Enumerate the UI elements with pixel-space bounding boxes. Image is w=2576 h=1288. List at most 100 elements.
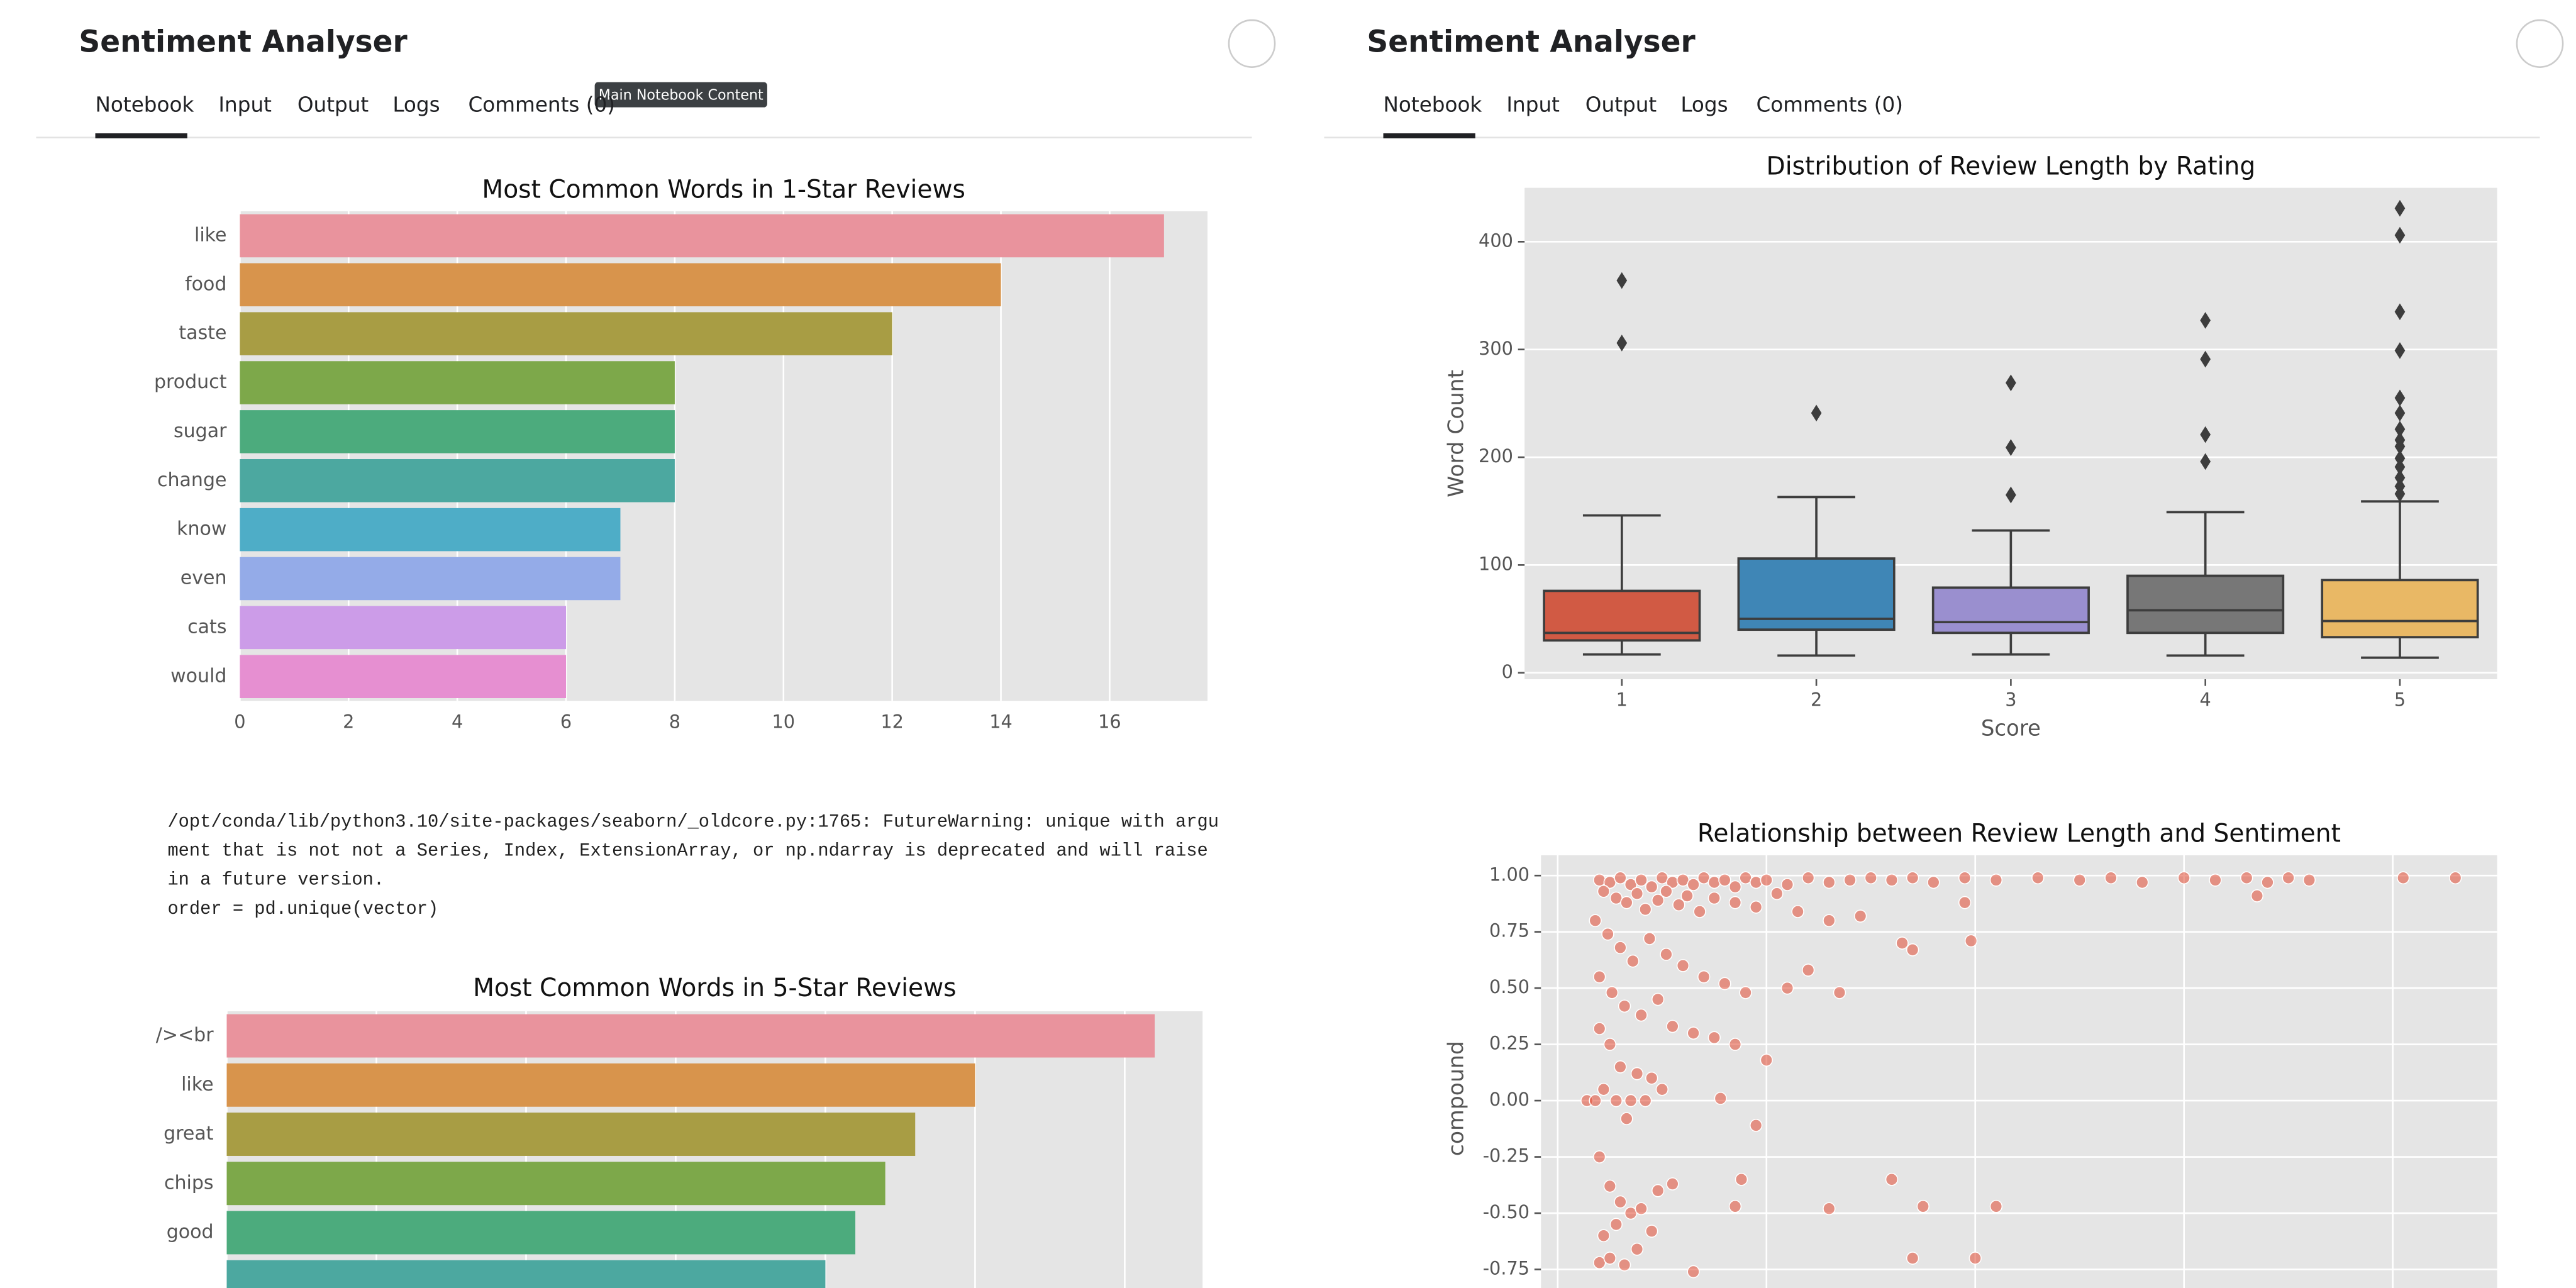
y-tick-label: 0.50 bbox=[1489, 976, 1530, 997]
point bbox=[1885, 873, 1899, 887]
outlier bbox=[1811, 404, 1822, 422]
y-tick-label: 0.00 bbox=[1489, 1089, 1530, 1110]
point bbox=[1635, 873, 1648, 887]
point bbox=[1676, 958, 1690, 972]
x-tick-label: 12 bbox=[880, 711, 904, 732]
tab[interactable]: Comments (0) bbox=[468, 92, 615, 116]
tab[interactable]: Comments (0) bbox=[1756, 92, 1903, 116]
chart: Distribution of Review Length by Rating 0… bbox=[1444, 152, 2497, 741]
point bbox=[1603, 1252, 1617, 1265]
bar bbox=[240, 655, 567, 698]
tab[interactable]: Output bbox=[297, 92, 369, 116]
point bbox=[1680, 889, 1694, 902]
point bbox=[1707, 891, 1721, 905]
point bbox=[1626, 954, 1640, 968]
point bbox=[1906, 871, 1919, 885]
point bbox=[2073, 873, 2086, 887]
bar bbox=[226, 1260, 826, 1288]
category-label: product bbox=[154, 371, 227, 393]
bar bbox=[226, 1211, 856, 1255]
x-tick-label: 4 bbox=[452, 711, 463, 732]
x-tick-label: 8 bbox=[669, 711, 680, 732]
point bbox=[1823, 875, 1836, 889]
point bbox=[1630, 1067, 1644, 1080]
point bbox=[1639, 902, 1652, 916]
panel-title: Sentiment Analyser bbox=[79, 25, 408, 60]
point bbox=[1651, 1184, 1665, 1197]
tab[interactable]: Input bbox=[1506, 92, 1560, 116]
category-label: great bbox=[164, 1123, 214, 1145]
tab[interactable]: Input bbox=[218, 92, 272, 116]
tab[interactable]: Logs bbox=[1680, 92, 1728, 116]
point bbox=[1635, 1008, 1648, 1022]
outlier bbox=[2200, 453, 2211, 470]
category-label: like bbox=[181, 1074, 213, 1096]
point bbox=[1896, 936, 1909, 950]
point bbox=[1687, 1265, 1700, 1279]
bar bbox=[240, 263, 1001, 307]
menu-button[interactable] bbox=[2516, 19, 2564, 68]
point bbox=[1630, 1242, 1644, 1256]
point bbox=[1707, 1031, 1721, 1045]
x-tick-label: 0 bbox=[234, 711, 245, 732]
plot-area bbox=[1541, 855, 2497, 1288]
point bbox=[2209, 873, 2222, 887]
point bbox=[1916, 1199, 1929, 1213]
point bbox=[1718, 873, 1731, 887]
tab[interactable]: Logs bbox=[392, 92, 440, 116]
point bbox=[1618, 1258, 1631, 1272]
point bbox=[1728, 896, 1742, 909]
point bbox=[1666, 1019, 1679, 1033]
point bbox=[1618, 999, 1631, 1013]
bar bbox=[226, 1113, 916, 1156]
y-tick-label: -0.50 bbox=[1483, 1201, 1530, 1223]
outlier bbox=[1616, 272, 1628, 289]
bar bbox=[226, 1162, 886, 1206]
point bbox=[1589, 914, 1602, 928]
x-tick-label: 16 bbox=[1098, 711, 1121, 732]
box bbox=[1931, 586, 2090, 635]
y-tick-label: 400 bbox=[1479, 230, 1513, 251]
category-label: know bbox=[177, 518, 226, 540]
point bbox=[1589, 1094, 1602, 1108]
y-tick-label: 200 bbox=[1479, 445, 1513, 467]
tab[interactable]: Notebook bbox=[96, 92, 194, 116]
bar bbox=[240, 361, 675, 404]
point bbox=[1823, 914, 1836, 928]
warning-line: ment that is not not a Series, Index, Ex… bbox=[167, 840, 1208, 861]
bar bbox=[240, 410, 675, 453]
point bbox=[1643, 932, 1657, 945]
point bbox=[1597, 1082, 1611, 1096]
bar bbox=[240, 508, 621, 552]
chart-title: Relationship between Review Length and S… bbox=[1697, 819, 2341, 848]
tab[interactable]: Notebook bbox=[1384, 92, 1482, 116]
point bbox=[1614, 941, 1627, 955]
category-label: taste bbox=[179, 322, 226, 344]
point bbox=[2177, 871, 2190, 885]
outlier bbox=[2394, 450, 2406, 467]
x-tick-label: 3 bbox=[2005, 689, 2016, 710]
x-tick-label: 1 bbox=[1616, 689, 1628, 710]
point bbox=[1735, 1172, 1748, 1186]
x-tick-label: 2 bbox=[1811, 689, 1822, 710]
point bbox=[1964, 934, 1978, 948]
point bbox=[1660, 948, 1673, 961]
menu-button[interactable] bbox=[1228, 19, 1276, 68]
point bbox=[1630, 887, 1644, 901]
bar bbox=[240, 214, 1164, 258]
tab[interactable]: Output bbox=[1585, 92, 1657, 116]
point bbox=[1651, 894, 1665, 907]
point bbox=[1728, 880, 1742, 894]
point bbox=[1714, 1092, 1727, 1105]
y-tick-label: 300 bbox=[1479, 337, 1513, 358]
x-tick-label: 10 bbox=[772, 711, 796, 732]
point bbox=[1603, 1179, 1617, 1193]
point bbox=[1958, 896, 1972, 909]
point bbox=[2397, 871, 2410, 885]
point bbox=[1614, 1060, 1627, 1074]
chart-title: Most Common Words in 1-Star Reviews bbox=[482, 175, 965, 204]
bar bbox=[240, 606, 567, 650]
point bbox=[1718, 977, 1731, 991]
point bbox=[1760, 1053, 1773, 1067]
